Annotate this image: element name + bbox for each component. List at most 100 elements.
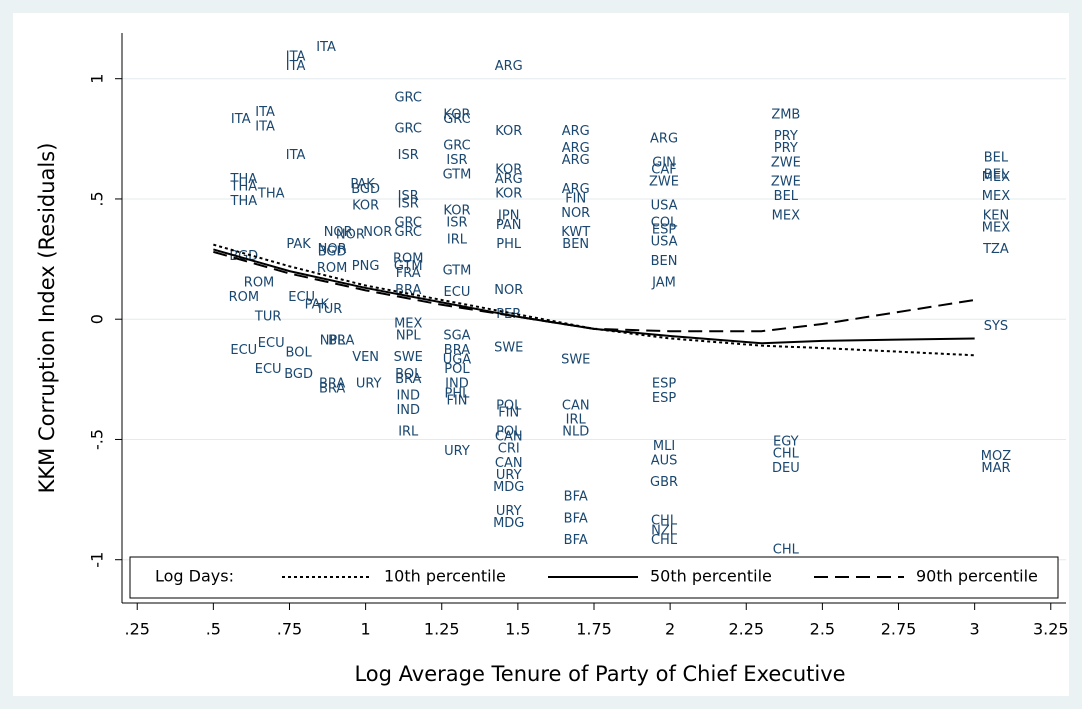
- point-label: NPL: [396, 329, 422, 344]
- point-label: ESP: [652, 223, 676, 238]
- point-label: KOR: [443, 203, 470, 218]
- point-label: KOR: [443, 107, 470, 122]
- point-label: MAR: [981, 461, 1010, 476]
- point-label: ISR: [398, 148, 419, 163]
- point-label: SWE: [561, 353, 590, 368]
- x-tick-label: 3.25: [1033, 620, 1069, 639]
- point-label: NOR: [494, 283, 523, 298]
- point-label: KWT: [561, 225, 590, 240]
- point-label: FRA: [396, 266, 421, 281]
- x-tick-label: .75: [277, 620, 302, 639]
- point-label: IND: [445, 377, 469, 392]
- point-label: TUR: [315, 302, 343, 317]
- point-label: SYS: [984, 319, 1008, 334]
- point-label: TUR: [254, 309, 282, 324]
- point-label: ITA: [316, 40, 336, 55]
- point-label: ROM: [317, 261, 347, 276]
- fit-line: [213, 243, 975, 357]
- x-tick-label: 2.5: [810, 620, 835, 639]
- point-label: GRC: [394, 90, 422, 105]
- point-label: PRY: [774, 129, 798, 144]
- point-label: CRI: [498, 442, 520, 457]
- fit-line: [213, 250, 975, 333]
- point-label: BFA: [564, 511, 588, 526]
- x-tick-label: 2.75: [881, 620, 917, 639]
- point-label: ECU: [230, 343, 257, 358]
- y-tick-label: 0: [88, 314, 107, 324]
- point-label: ROM: [393, 252, 423, 267]
- point-label: BGD: [351, 182, 380, 197]
- point-label: PRY: [774, 141, 798, 156]
- point-label: ZMB: [771, 107, 800, 122]
- y-tick-label: .5: [88, 191, 107, 206]
- point-label: POL: [444, 362, 470, 377]
- point-label: PAK: [286, 237, 311, 252]
- point-label: GRC: [394, 122, 422, 137]
- point-label: AUS: [651, 454, 678, 469]
- legend-label: 10th percentile: [384, 567, 506, 586]
- point-label: MLI: [653, 439, 675, 454]
- point-label: GRC: [443, 139, 471, 154]
- point-label: POL: [496, 425, 522, 440]
- point-label: SWE: [394, 350, 423, 365]
- point-label: FIN: [565, 191, 586, 206]
- point-label: CAF: [651, 163, 676, 178]
- point-label: JAM: [651, 276, 676, 291]
- point-label: GRC: [394, 216, 422, 231]
- point-label: GBR: [650, 475, 678, 490]
- point-label: CAN: [562, 398, 590, 413]
- point-label: NZL: [651, 523, 678, 538]
- point-label: IND: [396, 403, 420, 418]
- legend-label: 90th percentile: [916, 567, 1038, 586]
- point-label: ITA: [286, 148, 306, 163]
- point-label: ECU: [258, 336, 285, 351]
- point-label: ISR: [446, 153, 467, 168]
- point-label: NOR: [561, 206, 590, 221]
- point-label: ISR: [398, 189, 419, 204]
- point-label: MEX: [982, 220, 1010, 235]
- x-tick-label: 3: [970, 620, 980, 639]
- point-label: KOR: [495, 187, 522, 202]
- point-label: BOL: [286, 345, 313, 360]
- point-label: CAN: [495, 456, 523, 471]
- point-label: EGY: [773, 434, 799, 449]
- point-label: MEX: [394, 317, 422, 332]
- fit-line: [213, 248, 975, 345]
- point-label: BEL: [984, 167, 1009, 182]
- point-label: GTM: [443, 264, 472, 279]
- y-tick-label: -.5: [88, 429, 107, 450]
- point-label: USA: [651, 199, 678, 214]
- point-label: URY: [496, 468, 522, 483]
- point-label: BRA: [444, 343, 470, 358]
- point-label: IND: [396, 389, 420, 404]
- point-label: ESP: [652, 391, 676, 406]
- point-label: BRA: [328, 333, 354, 348]
- y-tick-label: 1: [88, 74, 107, 84]
- point-label: ARG: [562, 182, 590, 197]
- point-label: ITA: [231, 112, 251, 127]
- y-axis-title: KKM Corruption Index (Residuals): [35, 143, 59, 494]
- point-label: ITA: [255, 105, 275, 120]
- point-label: URY: [356, 377, 382, 392]
- point-label: BGD: [318, 244, 347, 259]
- point-label: ISR: [446, 216, 467, 231]
- point-label: THA: [230, 194, 258, 209]
- point-label: BRA: [319, 377, 345, 392]
- point-label: BRA: [395, 372, 421, 387]
- x-tick-label: 2: [665, 620, 675, 639]
- point-label: THA: [230, 172, 258, 187]
- point-label: BEN: [651, 254, 678, 269]
- point-label: NOR: [363, 225, 392, 240]
- x-tick-label: .5: [206, 620, 221, 639]
- point-label: ARG: [562, 153, 590, 168]
- point-label: ITA: [255, 119, 275, 134]
- point-label: BGD: [284, 367, 313, 382]
- point-label: URY: [444, 444, 470, 459]
- point-label: UGA: [443, 353, 472, 368]
- point-label: ECU: [255, 362, 282, 377]
- point-label: ROM: [229, 290, 259, 305]
- point-label: FIN: [498, 406, 519, 421]
- point-label: ECU: [288, 290, 315, 305]
- point-label: KEN: [983, 208, 1009, 223]
